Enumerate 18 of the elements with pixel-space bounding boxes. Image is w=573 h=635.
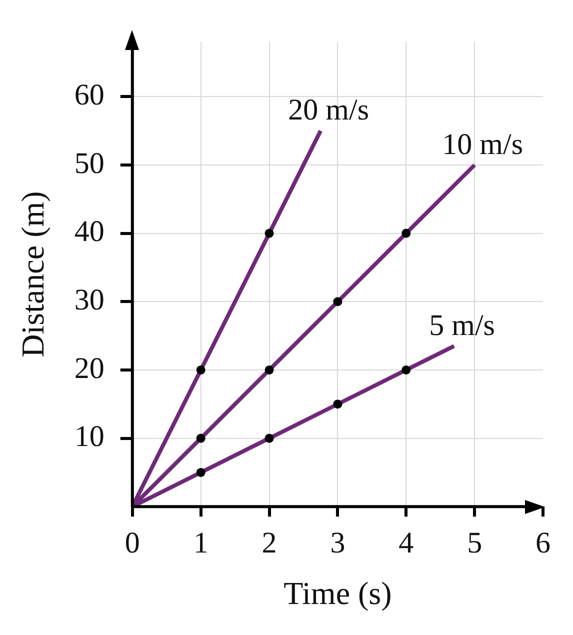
x-tick-label: 0 bbox=[124, 526, 140, 560]
series-label: 5 m/s bbox=[429, 308, 495, 342]
y-tick-label: 10 bbox=[74, 420, 104, 454]
x-tick-label: 5 bbox=[467, 526, 482, 560]
y-tick-label: 60 bbox=[74, 78, 104, 112]
x-tick-label: 4 bbox=[398, 526, 414, 560]
x-tick-label: 2 bbox=[262, 526, 277, 560]
y-tick-label: 50 bbox=[74, 146, 104, 180]
x-tick-label: 1 bbox=[193, 526, 208, 560]
y-tick-label: 40 bbox=[74, 215, 104, 248]
y-axis-title: Distance (m) bbox=[14, 191, 51, 358]
x-tick-label: 3 bbox=[330, 526, 346, 560]
y-tick-label: 20 bbox=[74, 352, 104, 385]
x-tick-label: 6 bbox=[536, 526, 550, 560]
series-label: 10 m/s bbox=[442, 128, 523, 161]
series-label: 20 m/s bbox=[288, 94, 370, 127]
x-axis-title: Time (s) bbox=[284, 575, 392, 612]
y-tick-label: 30 bbox=[74, 284, 104, 317]
